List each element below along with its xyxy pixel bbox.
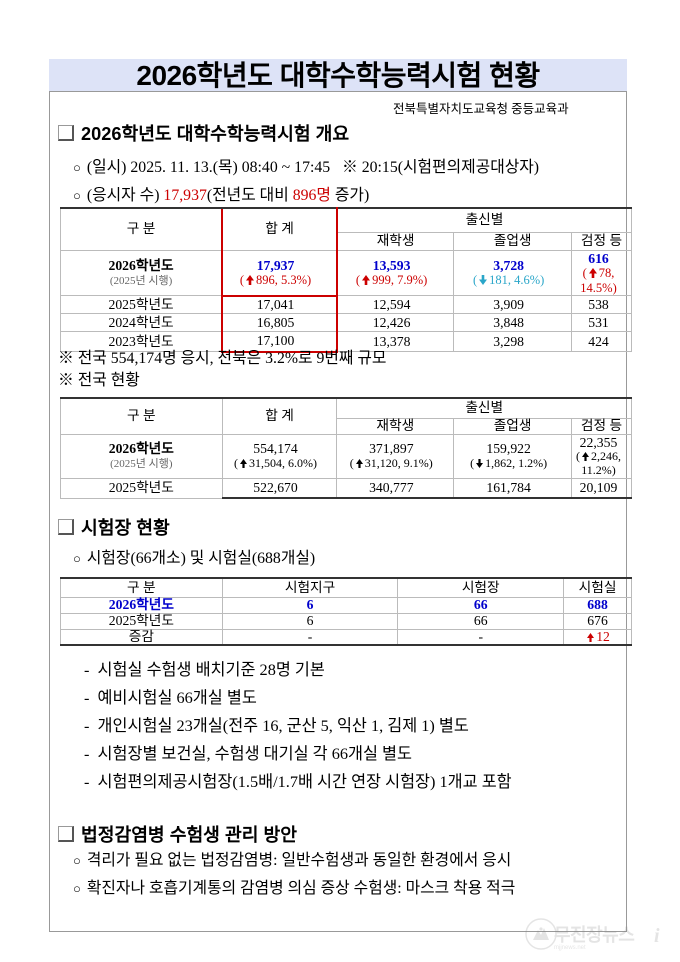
svg-text:무진장뉴스: 무진장뉴스 xyxy=(554,925,634,945)
svg-text:i: i xyxy=(654,925,660,947)
svg-text:mjjnews.net: mjjnews.net xyxy=(554,945,586,951)
